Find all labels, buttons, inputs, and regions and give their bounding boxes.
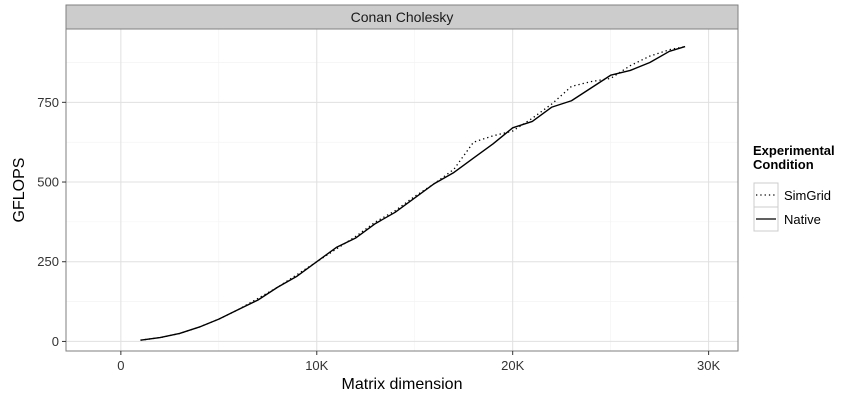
y-axis-ticks: 0 250 500 750 bbox=[37, 95, 66, 349]
y-tick-label: 250 bbox=[37, 254, 59, 269]
grid-minor bbox=[66, 29, 738, 351]
series-layer bbox=[140, 45, 686, 341]
legend-title-line-2: Condition bbox=[753, 157, 814, 172]
legend-label-simgrid: SimGrid bbox=[784, 188, 831, 203]
y-tick-label: 0 bbox=[52, 334, 59, 349]
x-tick-label: 30K bbox=[697, 358, 720, 373]
legend: Experimental Condition SimGrid Native bbox=[753, 143, 835, 232]
y-axis-title: GFLOPS bbox=[11, 158, 28, 223]
chart-title: Conan Cholesky bbox=[351, 9, 454, 25]
grid-major bbox=[66, 29, 738, 351]
x-tick-label: 0 bbox=[117, 358, 124, 373]
plot-panel-border bbox=[65, 28, 739, 352]
y-tick-label: 500 bbox=[37, 175, 59, 190]
plot-panel bbox=[65, 28, 739, 352]
facet-strip bbox=[65, 4, 739, 30]
x-axis-ticks: 0 10K 20K 30K bbox=[117, 351, 721, 373]
series-line-native bbox=[140, 45, 686, 341]
y-tick-label: 750 bbox=[37, 95, 59, 110]
legend-title-line-1: Experimental bbox=[753, 143, 835, 158]
x-tick-label: 10K bbox=[305, 358, 328, 373]
x-axis-title: Matrix dimension bbox=[342, 376, 463, 393]
legend-label-native: Native bbox=[784, 212, 821, 227]
x-tick-label: 20K bbox=[501, 358, 524, 373]
